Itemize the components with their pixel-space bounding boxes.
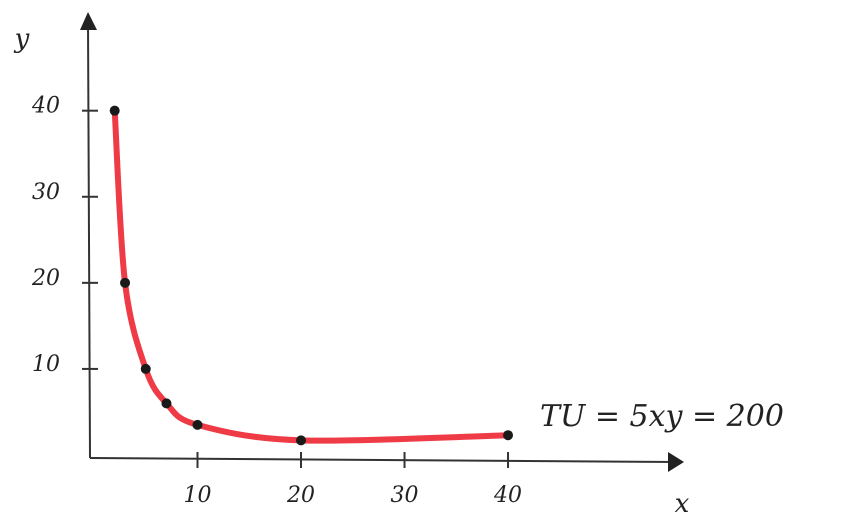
point — [120, 278, 130, 288]
y-tick-label: 40 — [31, 94, 60, 119]
point — [503, 430, 513, 440]
x-axis-arrow — [668, 452, 684, 472]
point — [110, 106, 120, 116]
point — [161, 398, 171, 408]
point — [296, 435, 306, 445]
point — [193, 420, 203, 430]
x-tick-label: 10 — [184, 483, 212, 508]
curve — [115, 111, 508, 441]
y-axis-arrow — [80, 12, 97, 30]
y-tick-label: 20 — [31, 266, 60, 291]
y-axis — [88, 22, 90, 458]
chart: x y TU = 5xy = 200 10 20 30 40 10 20 30 40 — [0, 0, 859, 519]
y-axis-label: y — [14, 24, 30, 54]
annotation: TU = 5xy = 200 — [540, 399, 784, 434]
y-tick-label: 30 — [32, 180, 60, 205]
y-tick-label: 10 — [32, 352, 60, 377]
x-tick-label: 30 — [391, 483, 419, 508]
x-axis-label: x — [675, 489, 690, 519]
point — [141, 364, 151, 374]
x-axis — [90, 458, 678, 462]
x-tick-label: 20 — [286, 483, 315, 508]
x-tick-label: 40 — [493, 483, 522, 508]
